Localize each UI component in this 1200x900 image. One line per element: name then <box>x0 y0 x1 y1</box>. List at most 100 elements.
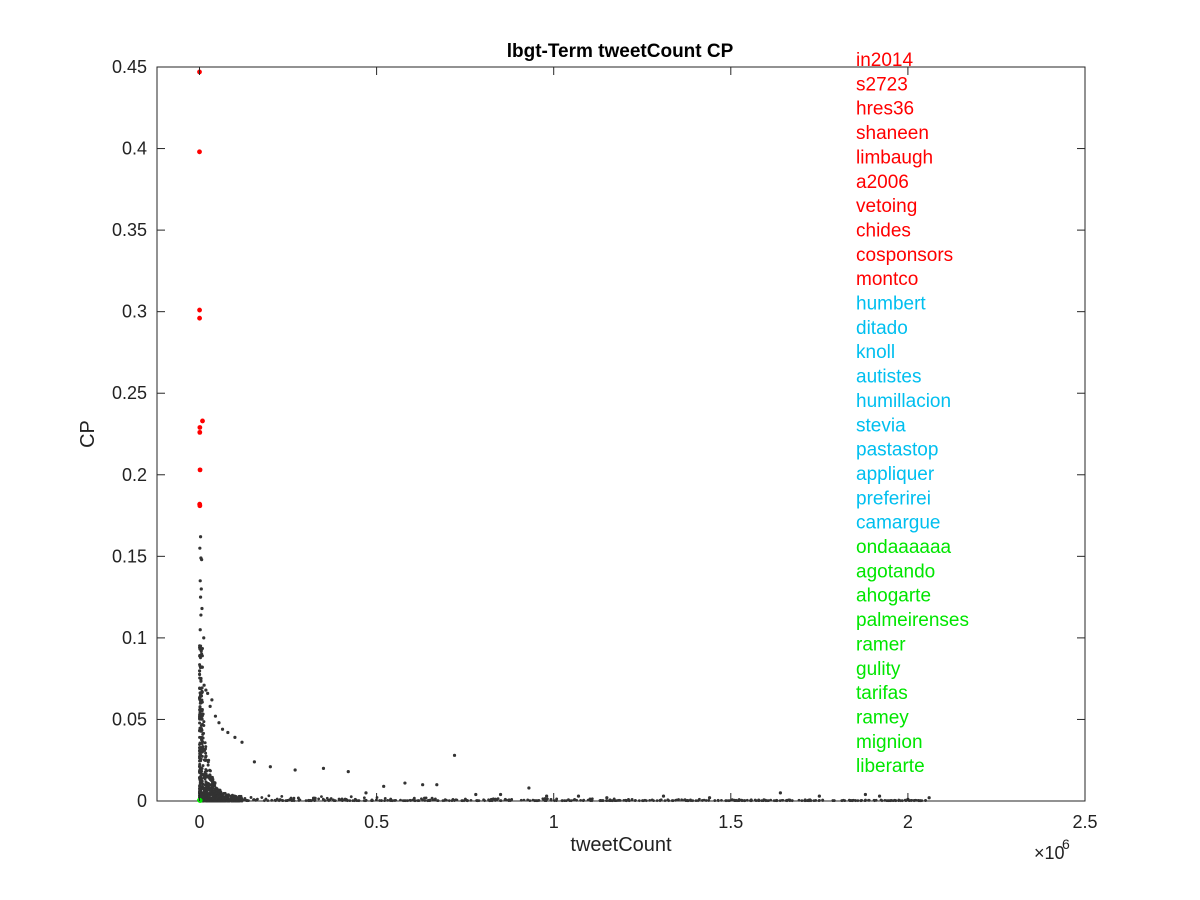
density-point <box>297 796 300 800</box>
density-point <box>644 799 648 803</box>
term-label-top: chides <box>856 220 911 241</box>
density-point <box>879 798 883 802</box>
density-point <box>213 799 217 803</box>
density-point <box>689 799 693 803</box>
x-exponent-power: 6 <box>1062 836 1070 852</box>
data-point-all <box>213 714 218 718</box>
density-point <box>445 798 448 802</box>
density-point <box>243 796 247 800</box>
data-point-all <box>200 665 204 669</box>
density-point <box>286 799 289 802</box>
term-label-top: limbaugh <box>856 147 933 168</box>
density-point <box>720 798 723 802</box>
data-point-all <box>545 794 549 798</box>
data-point-all <box>204 688 208 692</box>
density-point <box>227 798 231 802</box>
data-points <box>197 69 931 803</box>
density-point <box>277 799 281 803</box>
density-point <box>912 799 916 803</box>
x-tick-label: 0 <box>194 812 204 832</box>
term-label-bottom: palmeirenses <box>856 610 969 631</box>
y-tick-label: 0.3 <box>122 302 147 322</box>
density-point <box>924 798 927 802</box>
density-point <box>476 799 480 803</box>
density-point <box>260 796 264 799</box>
density-point <box>199 724 203 727</box>
term-label-bottom: ramey <box>856 707 909 728</box>
density-point <box>867 798 871 802</box>
density-point <box>204 791 208 795</box>
x-axis-label: tweetCount <box>570 834 672 856</box>
data-point-all <box>240 740 244 744</box>
density-point <box>503 798 507 802</box>
density-point <box>872 798 876 802</box>
density-point <box>489 799 493 802</box>
density-point <box>455 798 459 802</box>
density-point <box>198 756 202 760</box>
density-point <box>198 673 202 677</box>
term-label-bottom: ondaaaaaa <box>856 537 952 558</box>
data-point-all <box>198 595 203 599</box>
data-point-top <box>197 467 203 473</box>
density-point <box>198 752 202 756</box>
density-point <box>704 799 708 802</box>
density-point <box>357 799 361 803</box>
density-point <box>262 799 266 803</box>
density-point <box>399 798 402 802</box>
density-point <box>320 795 323 798</box>
x-tick-label: 0.5 <box>364 812 389 832</box>
data-point-all <box>198 628 202 632</box>
density-point <box>226 794 230 798</box>
density-point <box>713 799 717 802</box>
density-point <box>555 797 559 801</box>
plot-box <box>156 66 1086 802</box>
data-point-top <box>197 429 203 435</box>
density-point <box>317 797 321 801</box>
data-point-all <box>474 792 478 797</box>
density-point <box>483 799 487 803</box>
data-point-all <box>200 558 204 562</box>
density-point <box>198 780 202 784</box>
density-point <box>764 799 768 803</box>
density-point <box>637 799 641 803</box>
density-point <box>581 799 585 803</box>
density-point <box>460 799 464 803</box>
y-tick-label: 0.25 <box>112 383 147 403</box>
density-point <box>842 798 845 802</box>
data-point-all <box>452 753 457 757</box>
density-point <box>886 799 890 803</box>
density-point <box>204 775 208 779</box>
density-point <box>322 798 326 802</box>
density-point <box>914 798 918 802</box>
density-point <box>605 799 608 803</box>
density-point <box>745 798 749 802</box>
density-point <box>507 798 511 802</box>
data-point-all <box>364 791 368 795</box>
density-point <box>274 799 278 803</box>
density-point <box>453 799 456 802</box>
point-cloud <box>198 644 927 803</box>
density-point <box>199 648 203 652</box>
density-point <box>499 799 503 803</box>
term-label-top: hres36 <box>856 99 914 120</box>
data-point-all <box>863 792 868 797</box>
term-label-middle: camargue <box>856 513 941 534</box>
data-point-all <box>817 794 821 798</box>
density-point <box>627 799 631 803</box>
data-point-all <box>198 579 202 583</box>
term-label-top: in2014 <box>856 50 913 71</box>
density-point <box>211 797 215 801</box>
density-point <box>213 782 217 786</box>
y-tick-label: 0.4 <box>122 139 147 159</box>
data-point-all <box>421 783 425 787</box>
density-point <box>235 799 239 803</box>
data-point-all <box>527 786 531 790</box>
density-point <box>252 798 256 801</box>
term-label-bottom: gulity <box>856 659 901 680</box>
data-point-all <box>198 535 203 539</box>
term-label-middle: stevia <box>856 415 906 436</box>
density-point <box>331 798 335 802</box>
density-point <box>658 798 662 802</box>
term-label-top: cosponsors <box>856 245 953 266</box>
density-point <box>383 799 386 803</box>
